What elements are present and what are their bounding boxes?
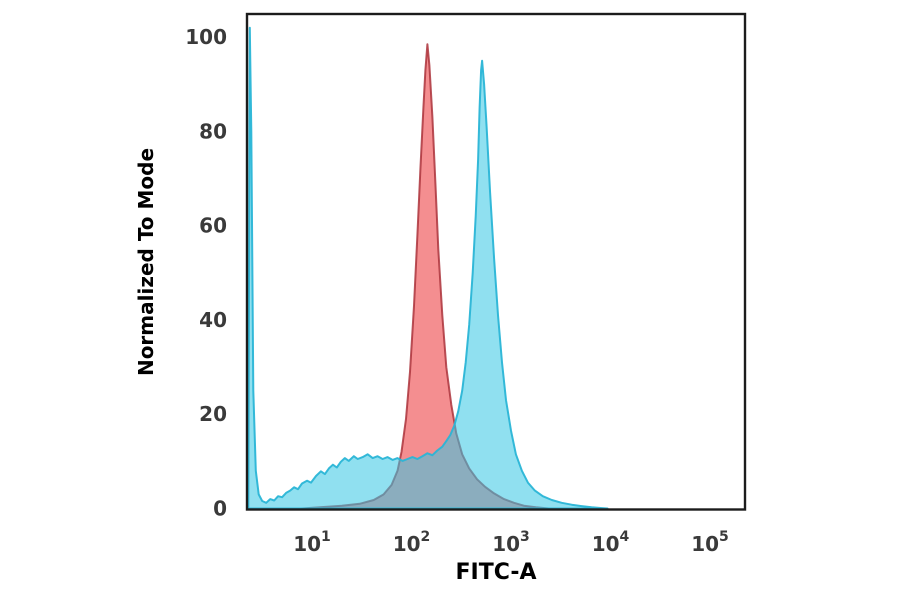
- y-tick-label-40: 40: [199, 308, 227, 332]
- x-tick-label-10e5: 105: [691, 529, 729, 556]
- histogram-series-group: [247, 26, 609, 510]
- x-tick-label-10e4: 104: [592, 529, 630, 556]
- x-tick-label-10e2: 102: [393, 529, 431, 556]
- x-tick-label-10e1: 101: [293, 529, 331, 556]
- x-tick-label-10e3: 103: [492, 529, 530, 556]
- y-tick-label-20: 20: [199, 402, 227, 426]
- x-axis-title: FITC-A: [455, 560, 536, 585]
- y-tick-label-80: 80: [199, 119, 227, 143]
- y-tick-label-60: 60: [199, 214, 227, 238]
- y-axis-title: Normalized To Mode: [134, 148, 158, 376]
- plot-frame: [245, 12, 747, 511]
- y-axis-tick-labels: 0 20 40 60 80 100: [185, 25, 227, 520]
- y-tick-label-100: 100: [185, 25, 227, 49]
- cyan-series-area: [247, 26, 609, 510]
- x-axis-tick-labels: 101 102 103 104 105: [293, 529, 729, 556]
- y-tick-label-0: 0: [213, 497, 227, 521]
